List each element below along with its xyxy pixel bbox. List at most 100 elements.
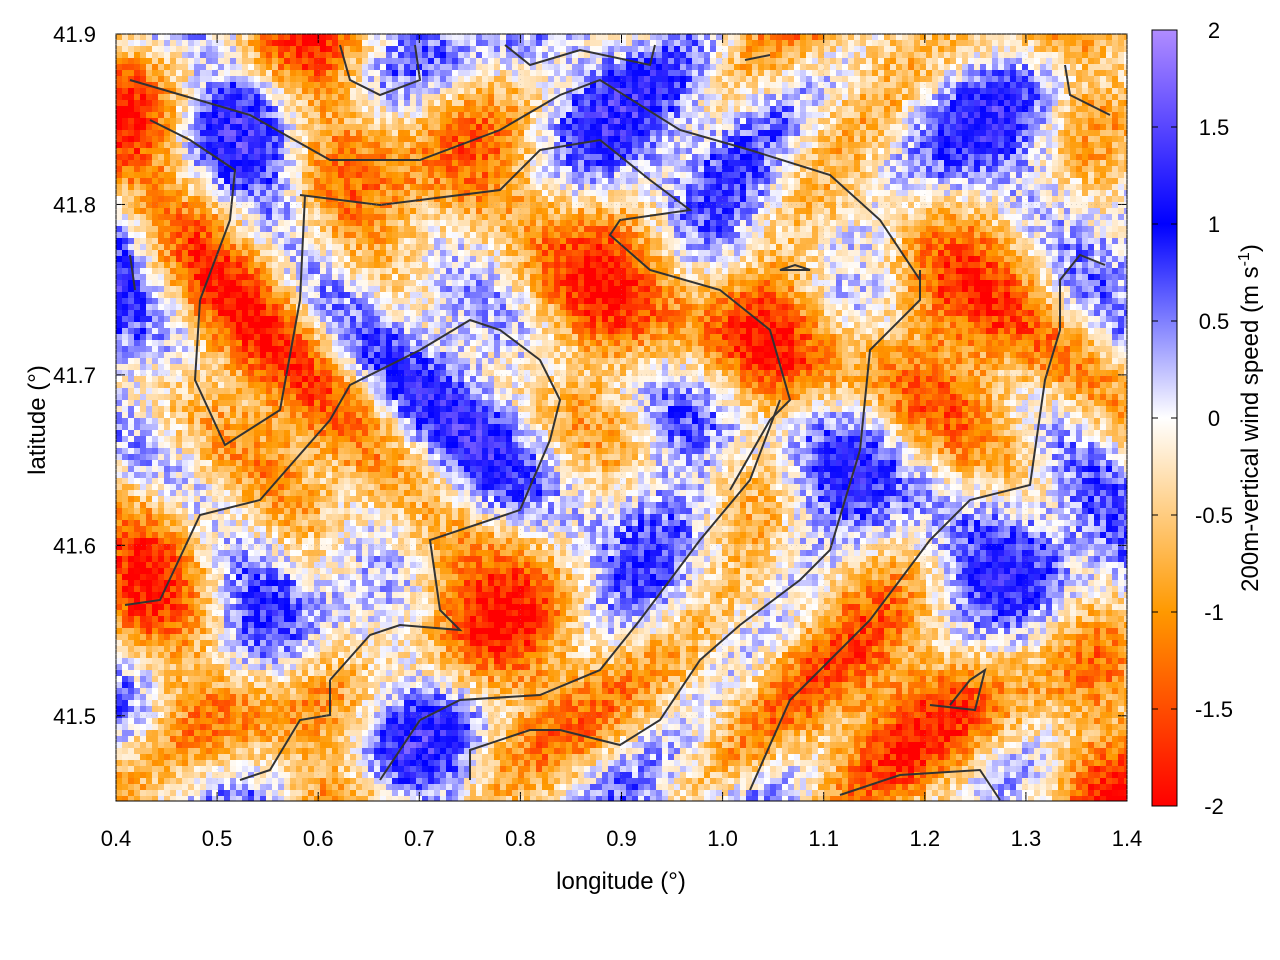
heatmap-cell — [596, 172, 602, 178]
heatmap-cell — [566, 148, 572, 154]
heatmap-cell — [332, 142, 338, 148]
heatmap-cell — [524, 40, 530, 46]
heatmap-cell — [932, 52, 938, 58]
heatmap-cell — [830, 172, 836, 178]
heatmap-cell — [902, 58, 908, 64]
heatmap-cell — [548, 52, 554, 58]
heatmap-cell — [398, 40, 404, 46]
heatmap-cell — [446, 124, 452, 130]
heatmap-cell — [872, 160, 878, 166]
heatmap-cell — [1094, 136, 1100, 142]
heatmap-cell — [302, 34, 308, 40]
heatmap-cell — [812, 112, 818, 118]
heatmap-cell — [818, 142, 824, 148]
heatmap-cell — [218, 88, 224, 94]
heatmap-cell — [638, 196, 644, 202]
heatmap-cell — [1118, 52, 1124, 58]
heatmap-cell — [1010, 196, 1016, 202]
heatmap-cell — [896, 172, 902, 178]
heatmap-cell — [368, 154, 374, 160]
heatmap-cell — [152, 76, 158, 82]
heatmap-cell — [344, 160, 350, 166]
heatmap-cell — [1094, 82, 1100, 88]
heatmap-cell — [944, 178, 950, 184]
heatmap-cell — [290, 190, 296, 196]
heatmap-cell — [698, 130, 704, 136]
heatmap-cell — [320, 160, 326, 166]
heatmap-cell — [428, 130, 434, 136]
heatmap-cell — [236, 58, 242, 64]
heatmap-cell — [188, 148, 194, 154]
heatmap-cell — [218, 166, 224, 172]
heatmap-cell — [734, 178, 740, 184]
heatmap-cell — [1040, 112, 1046, 118]
heatmap-cell — [512, 34, 518, 40]
heatmap-cell — [668, 136, 674, 142]
heatmap-cell — [926, 166, 932, 172]
heatmap-cell — [902, 142, 908, 148]
heatmap-cell — [560, 172, 566, 178]
heatmap-cell — [572, 46, 578, 52]
heatmap-cell — [662, 124, 668, 130]
heatmap-cell — [1064, 94, 1070, 100]
heatmap-cell — [1094, 112, 1100, 118]
heatmap-cell — [668, 154, 674, 160]
heatmap-cell — [956, 58, 962, 64]
heatmap-cell — [308, 106, 314, 112]
heatmap-cell — [338, 184, 344, 190]
heatmap-cell — [488, 154, 494, 160]
heatmap-cell — [506, 166, 512, 172]
heatmap-cell — [632, 190, 638, 196]
heatmap-cell — [848, 94, 854, 100]
heatmap-cell — [176, 148, 182, 154]
heatmap-cell — [752, 100, 758, 106]
heatmap-cell — [770, 142, 776, 148]
heatmap-cell — [368, 130, 374, 136]
heatmap-cell — [530, 70, 536, 76]
heatmap-cell — [890, 106, 896, 112]
heatmap-cell — [950, 82, 956, 88]
heatmap-cell — [950, 94, 956, 100]
heatmap-cell — [896, 100, 902, 106]
heatmap-cell — [386, 70, 392, 76]
heatmap-cell — [206, 136, 212, 142]
heatmap-cell — [122, 88, 128, 94]
heatmap-cell — [830, 142, 836, 148]
heatmap-cell — [170, 184, 176, 190]
heatmap-cell — [920, 118, 926, 124]
heatmap-cell — [170, 46, 176, 52]
heatmap-cell — [632, 124, 638, 130]
heatmap-cell — [452, 52, 458, 58]
heatmap-cell — [278, 148, 284, 154]
heatmap-cell — [206, 178, 212, 184]
heatmap-cell — [596, 184, 602, 190]
heatmap-cell — [560, 112, 566, 118]
heatmap-cell — [884, 160, 890, 166]
heatmap-cell — [338, 58, 344, 64]
heatmap-cell — [242, 136, 248, 142]
heatmap-cell — [314, 100, 320, 106]
heatmap-cell — [884, 202, 890, 208]
heatmap-cell — [956, 40, 962, 46]
heatmap-cell — [794, 124, 800, 130]
heatmap-cell — [974, 190, 980, 196]
heatmap-cell — [524, 100, 530, 106]
heatmap-cell — [164, 124, 170, 130]
heatmap-cell — [218, 106, 224, 112]
heatmap-cell — [716, 106, 722, 112]
heatmap-cell — [350, 190, 356, 196]
heatmap-cell — [716, 172, 722, 178]
heatmap-cell — [776, 76, 782, 82]
heatmap-cell — [758, 124, 764, 130]
heatmap-cell — [488, 136, 494, 142]
heatmap-cell — [740, 76, 746, 82]
heatmap-cell — [746, 52, 752, 58]
heatmap-cell — [500, 82, 506, 88]
heatmap-cell — [380, 124, 386, 130]
heatmap-cell — [506, 160, 512, 166]
heatmap-cell — [896, 52, 902, 58]
heatmap-cell — [458, 100, 464, 106]
heatmap-cell — [620, 196, 626, 202]
heatmap-cell — [332, 112, 338, 118]
